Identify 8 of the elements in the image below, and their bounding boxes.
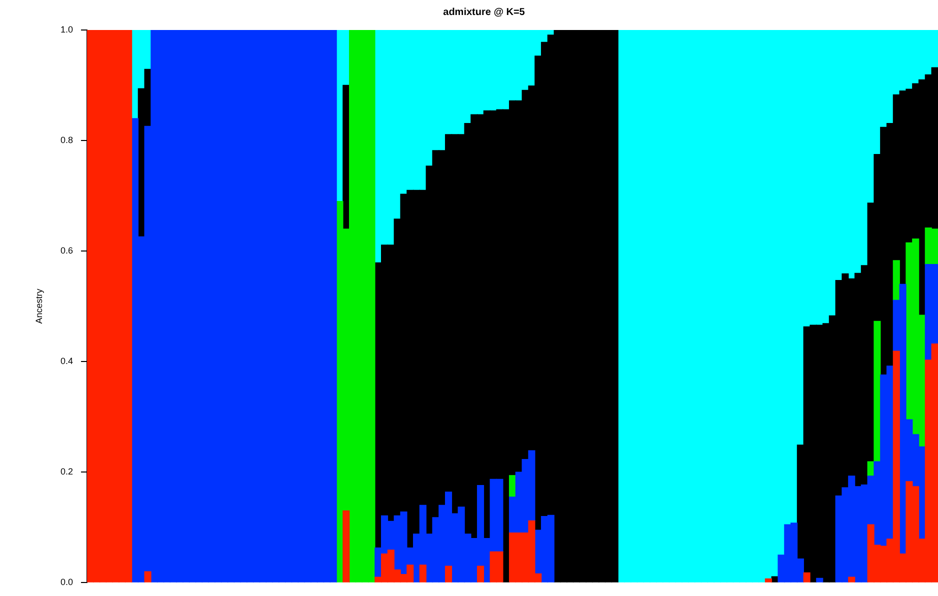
y-tick-label: 0.8	[60, 135, 73, 146]
y-axis-title: Ancestry	[34, 288, 44, 324]
y-tick-label: 0.4	[60, 356, 73, 366]
y-tick-label: 1.0	[60, 24, 73, 34]
y-tick-label: 0.2	[60, 466, 73, 477]
y-tick-label: 0.6	[60, 246, 73, 256]
y-tick-label: 0.0	[60, 577, 73, 588]
chart-title: admixture @ K=5	[443, 6, 526, 18]
